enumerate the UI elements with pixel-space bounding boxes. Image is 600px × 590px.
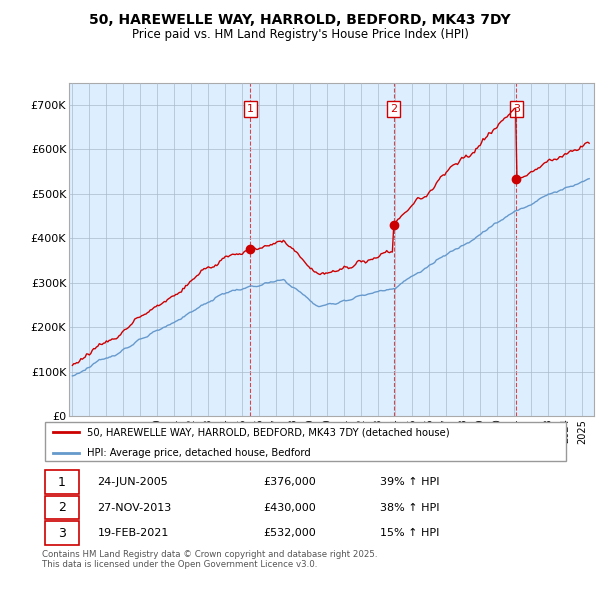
Text: 19-FEB-2021: 19-FEB-2021 [97,528,169,538]
Text: £532,000: £532,000 [264,528,317,538]
FancyBboxPatch shape [44,521,79,545]
Text: 2: 2 [58,501,66,514]
Text: 27-NOV-2013: 27-NOV-2013 [97,503,172,513]
Text: HPI: Average price, detached house, Bedford: HPI: Average price, detached house, Bedf… [87,448,311,457]
Text: 38% ↑ HPI: 38% ↑ HPI [380,503,439,513]
Text: 1: 1 [58,476,66,489]
Text: Contains HM Land Registry data © Crown copyright and database right 2025.
This d: Contains HM Land Registry data © Crown c… [42,550,377,569]
Text: £376,000: £376,000 [264,477,317,487]
Text: 1: 1 [247,104,254,114]
Text: 15% ↑ HPI: 15% ↑ HPI [380,528,439,538]
FancyBboxPatch shape [44,470,79,494]
Text: 50, HAREWELLE WAY, HARROLD, BEDFORD, MK43 7DY (detached house): 50, HAREWELLE WAY, HARROLD, BEDFORD, MK4… [87,427,449,437]
Text: 2: 2 [390,104,397,114]
Text: 50, HAREWELLE WAY, HARROLD, BEDFORD, MK43 7DY: 50, HAREWELLE WAY, HARROLD, BEDFORD, MK4… [89,13,511,27]
Text: £430,000: £430,000 [264,503,317,513]
Text: 39% ↑ HPI: 39% ↑ HPI [380,477,439,487]
FancyBboxPatch shape [44,496,79,519]
Text: Price paid vs. HM Land Registry's House Price Index (HPI): Price paid vs. HM Land Registry's House … [131,28,469,41]
Text: 3: 3 [58,526,66,539]
FancyBboxPatch shape [44,422,566,461]
Text: 24-JUN-2005: 24-JUN-2005 [97,477,168,487]
Text: 3: 3 [513,104,520,114]
